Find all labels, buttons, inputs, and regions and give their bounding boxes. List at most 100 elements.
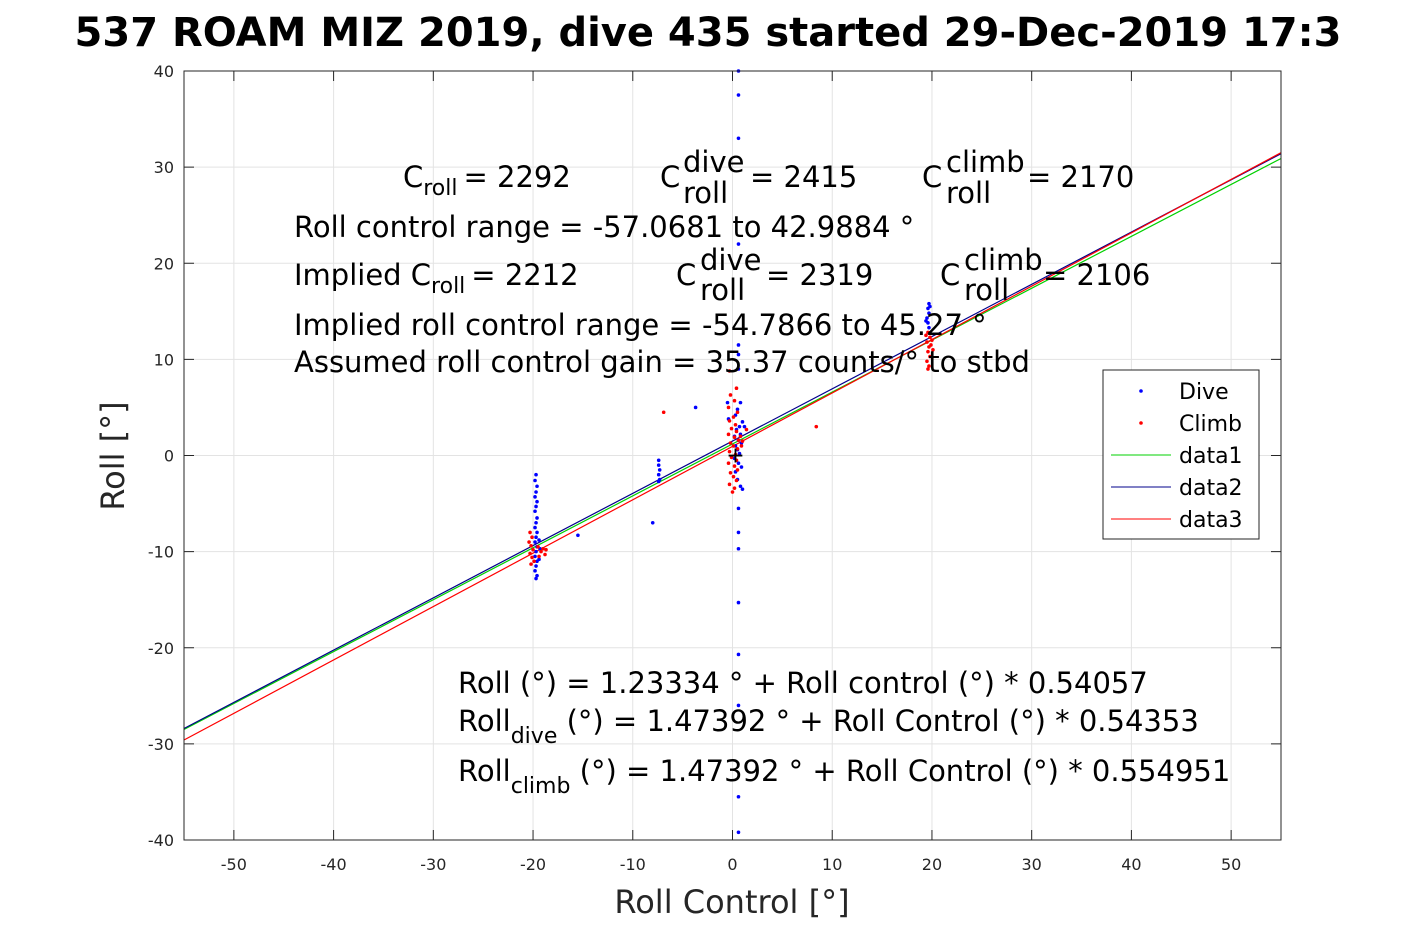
climb-point: [731, 415, 736, 419]
extra-markers: +: [726, 444, 744, 469]
climb-point: [729, 426, 734, 431]
dive-point: [656, 472, 661, 477]
dive-point: [537, 538, 541, 542]
dive-point: [924, 319, 928, 323]
fit-all-equation: Roll (°) = 1.23334 ° + Roll control (°) …: [458, 666, 1148, 700]
implied-c-roll-climb-sub: roll: [964, 273, 1009, 307]
legend-data2: data2: [1179, 476, 1243, 501]
dive-point: [533, 540, 537, 544]
c-roll-climb-value: = 2170: [1027, 160, 1134, 194]
climb-point: [541, 546, 545, 551]
dive-point: [535, 484, 539, 489]
climb-point: [539, 549, 543, 554]
data-points: [527, 69, 935, 835]
dive-point: [725, 400, 730, 405]
dive-point: [693, 405, 698, 410]
fit-line-data1: [183, 157, 1282, 730]
x-tick-label: 0: [727, 855, 737, 874]
legend-dive: Dive: [1179, 380, 1229, 405]
climb-point: [735, 410, 740, 415]
dive-point: [742, 424, 747, 429]
dive-point: [736, 703, 741, 708]
y-tick-label: 30: [154, 158, 174, 177]
climb-point: [543, 552, 547, 557]
dive-point: [736, 506, 741, 511]
dive-point: [535, 516, 539, 520]
x-tick-label: 50: [1221, 855, 1241, 874]
climb-point: [735, 468, 740, 472]
legend: Dive Climb data1 data2 data3: [1102, 369, 1260, 540]
dive-point: [738, 400, 743, 405]
dive-point: [736, 794, 741, 799]
c-roll-dive-value: = 2415: [750, 160, 857, 194]
climb-point: [528, 530, 532, 535]
c-roll-dive-sub: roll: [683, 176, 728, 210]
c-roll-dive-sup: dive: [683, 145, 744, 179]
climb-point: [528, 551, 532, 556]
dive-point: [533, 478, 537, 483]
fit-climb-equation: Rollclimb (°) = 1.47392 ° + Roll Control…: [458, 754, 1230, 799]
implied-roll-control-range: Implied roll control range = -54.7866 to…: [294, 308, 987, 342]
dive-point: [533, 495, 537, 499]
climb-point: [728, 441, 733, 445]
dive-point: [736, 367, 741, 371]
x-tick-label: 10: [822, 855, 842, 874]
c-roll-climb-sup: climb: [946, 145, 1025, 179]
dive-point: [736, 136, 741, 141]
climb-point: [530, 555, 534, 560]
legend-dive-marker: [1139, 389, 1143, 393]
climb-point: [727, 482, 732, 487]
y-tick-label: 20: [154, 254, 174, 273]
dive-point: [736, 600, 741, 605]
climb-point: [931, 347, 935, 352]
legend-climb-marker: [1139, 421, 1143, 425]
climb-point: [736, 438, 741, 442]
roll-control-range: Roll control range = -57.0681 to 42.9884…: [294, 210, 914, 244]
y-axis-label: Roll [°]: [94, 401, 132, 510]
climb-point: [544, 547, 548, 552]
dive-point: [736, 93, 741, 97]
climb-point: [924, 333, 928, 338]
implied-c-roll-climb-annotation: C: [940, 258, 960, 292]
dive-point: [535, 530, 539, 535]
climb-point: [731, 474, 736, 479]
dive-point: [656, 479, 661, 484]
climb-point: [731, 444, 736, 448]
dive-point: [656, 458, 661, 463]
dive-point: [657, 468, 662, 472]
dive-point: [533, 554, 537, 559]
x-tick-label: 20: [922, 855, 942, 874]
dive-point: [533, 525, 537, 530]
dive-point: [928, 304, 932, 309]
climb-point: [733, 422, 738, 427]
dive-point: [576, 533, 580, 538]
climb-point: [814, 424, 819, 429]
dive-point: [534, 472, 538, 477]
c-roll-annotation: Croll = 2292: [403, 160, 571, 201]
implied-c-roll-climb-value: = 2106: [1043, 258, 1150, 292]
c-roll-dive-annotation: C: [660, 160, 680, 194]
x-tick-label: -50: [221, 855, 247, 874]
dive-point: [736, 652, 741, 657]
y-tick-label: 40: [154, 62, 174, 81]
climb-point: [740, 439, 745, 443]
x-tick-label: -10: [620, 855, 646, 874]
climb-point: [728, 393, 733, 397]
dive-point: [737, 451, 742, 456]
dive-point: [740, 420, 745, 424]
x-tick-label: 40: [1121, 855, 1141, 874]
dive-point: [535, 499, 539, 504]
climb-point: [733, 452, 738, 457]
climb-point: [727, 369, 732, 373]
y-tick-label: -20: [148, 639, 174, 658]
climb-point: [734, 429, 739, 434]
climb-point: [732, 398, 737, 403]
dive-point: [535, 573, 539, 578]
climb-point: [537, 554, 541, 559]
chart-title: 537 ROAM MIZ 2019, dive 435 started 29-D…: [75, 10, 1342, 56]
climb-point: [531, 547, 535, 552]
climb-point: [930, 338, 934, 342]
dive-point: [736, 830, 741, 835]
dive-point: [533, 569, 537, 573]
